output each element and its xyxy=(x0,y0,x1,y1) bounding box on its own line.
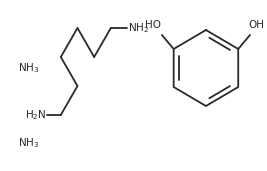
Text: NH$_3$: NH$_3$ xyxy=(18,61,39,75)
Text: NH$_3$: NH$_3$ xyxy=(18,136,39,150)
Text: H$_2$N: H$_2$N xyxy=(25,108,46,122)
Text: OH: OH xyxy=(248,20,264,30)
Text: NH$_2$: NH$_2$ xyxy=(128,21,150,35)
Text: HO: HO xyxy=(145,20,161,30)
